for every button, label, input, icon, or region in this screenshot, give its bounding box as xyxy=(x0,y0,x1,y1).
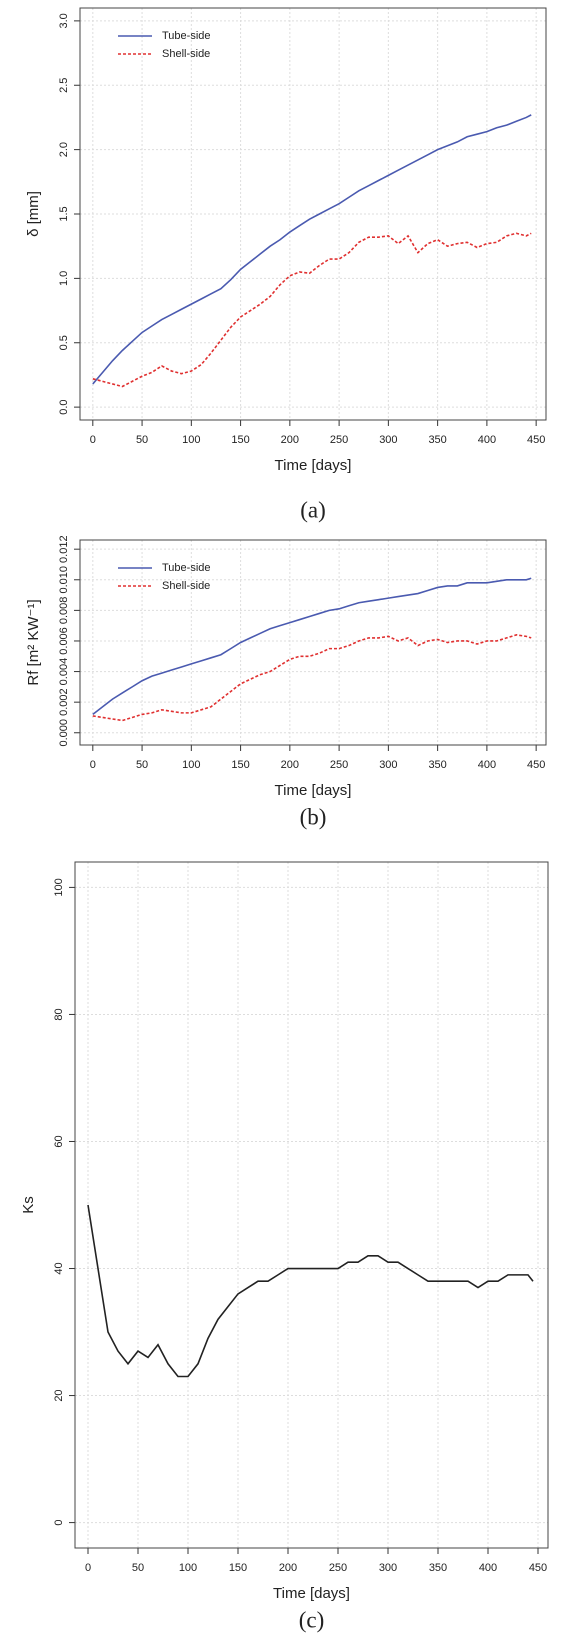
x-tick-label: 50 xyxy=(136,434,148,446)
y-axis-title: Rf [m² KW⁻¹] xyxy=(25,599,42,685)
y-tick-label: 40 xyxy=(53,1262,65,1274)
x-tick-label: 0 xyxy=(90,434,96,446)
caption: (b) xyxy=(300,804,327,829)
x-tick-label: 150 xyxy=(229,1562,247,1574)
x-tick-label: 300 xyxy=(379,434,397,446)
x-tick-label: 350 xyxy=(429,1562,447,1574)
y-axis-title: Ks xyxy=(20,1196,37,1214)
x-tick-label: 0 xyxy=(85,1562,91,1574)
x-tick-label: 250 xyxy=(329,1562,347,1574)
data-line xyxy=(92,634,532,722)
x-tick-label: 200 xyxy=(279,1562,297,1574)
data-line xyxy=(92,577,532,716)
y-tick-label: 60 xyxy=(53,1135,65,1147)
x-tick-label: 250 xyxy=(330,434,348,446)
x-tick-label: 250 xyxy=(330,759,348,771)
y-tick-label: 20 xyxy=(53,1389,65,1401)
x-tick-label: 400 xyxy=(478,434,496,446)
y-axis-title: δ [mm] xyxy=(25,191,42,237)
y-tick-label: 2.0 xyxy=(58,142,70,157)
plot-frame xyxy=(74,861,549,1549)
x-tick-label: 400 xyxy=(478,759,496,771)
y-tick-label: 1.5 xyxy=(58,206,70,221)
y-tick-label: 0.012 xyxy=(58,535,70,563)
x-tick-label: 350 xyxy=(428,759,446,771)
x-tick-label: 200 xyxy=(281,434,299,446)
x-tick-label: 450 xyxy=(529,1562,547,1574)
y-tick-label: 0 xyxy=(53,1520,65,1526)
y-tick-label: 0.010 xyxy=(58,566,70,594)
y-tick-label: 0.002 xyxy=(58,688,70,716)
y-tick-label: 80 xyxy=(53,1008,65,1020)
plot-frame xyxy=(79,7,547,421)
legend-label: Shell-side xyxy=(162,580,210,592)
x-tick-label: 200 xyxy=(281,759,299,771)
y-tick-label: 0.004 xyxy=(58,658,70,686)
x-axis-title: Time [days] xyxy=(275,782,352,799)
caption: (c) xyxy=(299,1607,325,1632)
caption: (a) xyxy=(300,497,326,522)
x-axis-title: Time [days] xyxy=(275,457,352,474)
x-tick-label: 150 xyxy=(231,759,249,771)
x-tick-label: 450 xyxy=(527,759,545,771)
x-tick-label: 100 xyxy=(179,1562,197,1574)
x-tick-label: 50 xyxy=(132,1562,144,1574)
legend-label: Tube-side xyxy=(162,30,211,42)
y-tick-label: 0.000 xyxy=(58,719,70,747)
y-tick-label: 0.008 xyxy=(58,597,70,625)
x-tick-label: 300 xyxy=(379,759,397,771)
data-line xyxy=(92,232,532,388)
y-tick-label: 2.5 xyxy=(58,78,70,93)
y-tick-label: 1.0 xyxy=(58,271,70,286)
x-tick-label: 300 xyxy=(379,1562,397,1574)
legend-label: Shell-side xyxy=(162,48,210,60)
x-tick-label: 100 xyxy=(182,434,200,446)
x-tick-label: 450 xyxy=(527,434,545,446)
data-line xyxy=(92,114,532,385)
y-tick-label: 0.5 xyxy=(58,335,70,350)
x-tick-label: 0 xyxy=(90,759,96,771)
x-axis-title: Time [days] xyxy=(273,1585,350,1602)
x-tick-label: 150 xyxy=(231,434,249,446)
x-tick-label: 100 xyxy=(182,759,200,771)
x-tick-label: 400 xyxy=(479,1562,497,1574)
y-tick-label: 100 xyxy=(53,878,65,896)
y-tick-label: 0.006 xyxy=(58,627,70,655)
legend-label: Tube-side xyxy=(162,562,211,574)
x-tick-label: 50 xyxy=(136,759,148,771)
x-tick-label: 350 xyxy=(428,434,446,446)
y-tick-label: 0.0 xyxy=(58,399,70,414)
plot-frame xyxy=(79,539,547,746)
data-line xyxy=(87,1204,534,1378)
y-tick-label: 3.0 xyxy=(58,13,70,28)
